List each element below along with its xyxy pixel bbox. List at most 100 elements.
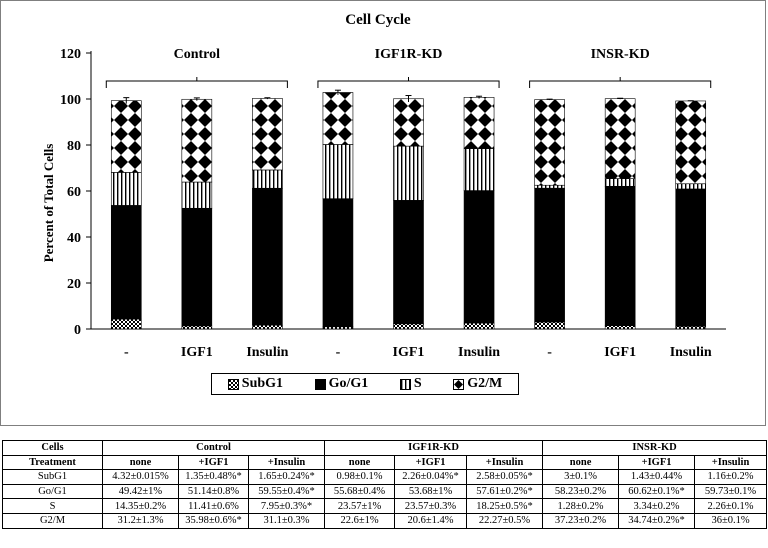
bar-segment-s — [393, 145, 424, 201]
legend-label-gog1: Go/G1 — [328, 376, 369, 391]
chart-title: Cell Cycle — [345, 12, 411, 28]
bar-segment-subg1 — [110, 318, 142, 330]
x-tick-label: IGF1 — [393, 345, 425, 360]
table-cell: +Insulin — [466, 454, 544, 471]
s-swatch-icon — [399, 378, 411, 390]
y-tick-label: 40 — [67, 231, 81, 246]
bar-segment-g2m — [463, 97, 495, 149]
table-cell: 22.6±1% — [324, 512, 396, 529]
table-row: S 14.35±0.2% 11.41±0.6% 7.95±0.3%* 23.57±1% 2… — [2, 498, 768, 514]
table-cell: 31.1±0.3% — [247, 512, 326, 529]
table-cell: 1.28±0.2% — [542, 498, 620, 514]
table-cell: G2/M — [2, 512, 103, 529]
bar-segment-subg1 — [534, 321, 565, 330]
bar-segment-g2m — [110, 100, 142, 173]
subg1-swatch-icon — [227, 378, 239, 390]
table-cell: SubG1 — [2, 469, 103, 485]
group-bracket — [105, 80, 288, 88]
bar-segment-s — [252, 169, 283, 189]
table-cell: 51.14±0.8% — [178, 483, 249, 500]
bar-segment-g2m — [393, 98, 424, 147]
table-cell: +IGF1 — [618, 454, 696, 471]
chart-frame: Cell Cycle Percent of Total Cells 0 20 40 6… — [0, 0, 766, 426]
x-tick-label: - — [547, 345, 552, 360]
gog1-swatch-icon — [314, 378, 326, 390]
x-tick-label: - — [124, 345, 129, 360]
bar-segment-s — [463, 148, 495, 191]
g2m-swatch-icon — [453, 378, 465, 390]
table-cell: 35.98±0.6%* — [178, 512, 249, 529]
bar-segment-subg1 — [393, 323, 424, 330]
legend-label-subg1: SubG1 — [241, 376, 284, 391]
bar-segment-subg1 — [604, 325, 636, 330]
table-cell: 58.23±0.2% — [542, 483, 620, 500]
x-tick-label: - — [336, 345, 341, 360]
table-cell: 60.62±0.1%* — [618, 483, 696, 500]
legend-item-g2m: G2/M — [453, 376, 502, 392]
y-tick-label: 120 — [60, 47, 81, 62]
table-header-row: Cells Control IGF1R-KD INSR-KD — [2, 440, 768, 456]
bar-segment-gog1 — [322, 198, 354, 328]
table-cell: +IGF1 — [394, 454, 468, 471]
bar-segment-gog1 — [534, 187, 565, 323]
table-row: SubG1 4.32±0.015% 1.35±0.48%* 1.65±0.24%* 0.… — [2, 469, 768, 485]
group-bracket — [529, 80, 712, 88]
group-bracket — [317, 80, 500, 88]
group-label: Control — [174, 47, 221, 62]
bar-segment-subg1 — [181, 325, 213, 330]
data-table: Cells Control IGF1R-KD INSR-KD Treatment none… — [2, 440, 768, 529]
table-cell: 0.98±0.1% — [324, 469, 396, 485]
x-tick-label: Insulin — [670, 345, 712, 360]
bar-segment-g2m — [675, 100, 707, 185]
table-cell: 57.61±0.2%* — [466, 483, 544, 500]
bar-segment-gog1 — [604, 185, 636, 327]
table-cell: 1.43±0.44% — [618, 469, 696, 485]
bar-segment-gog1 — [181, 207, 213, 327]
bar-segment-s — [181, 181, 213, 209]
table-cell: 53.68±1% — [394, 483, 468, 500]
y-tick-label: 0 — [74, 323, 81, 338]
table-cell: 55.68±0.4% — [324, 483, 396, 500]
bar-segment-s — [675, 183, 707, 190]
bar-segment-subg1 — [675, 326, 707, 330]
bar-segment-g2m — [181, 98, 213, 183]
legend-label-s: S — [413, 376, 422, 391]
table-cell: 2.58±0.05%* — [466, 469, 544, 485]
bar-segment-subg1 — [322, 326, 354, 330]
table-cell: 37.23±0.2% — [542, 512, 620, 529]
y-tick-label: 100 — [60, 93, 81, 108]
table-cell: 49.42±1% — [102, 483, 179, 500]
table-cell: IGF1R-KD — [324, 440, 544, 456]
legend: SubG1 Go/G1 S G2/M — [211, 373, 519, 395]
table-row: Go/G1 49.42±1% 51.14±0.8% 59.55±0.4%* 55.68±… — [2, 483, 768, 500]
table-cell: Treatment — [2, 454, 103, 471]
table-cell: +Insulin — [247, 454, 326, 471]
x-tick-label: Insulin — [458, 345, 500, 360]
table-cell: 22.27±0.5% — [466, 512, 544, 529]
table-cell: 36±0.1% — [694, 512, 768, 529]
y-axis-label: Percent of Total Cells — [41, 144, 56, 263]
bar-segment-gog1 — [110, 205, 142, 320]
table-cell: 1.65±0.24%* — [247, 469, 326, 485]
table-cell: INSR-KD — [542, 440, 768, 456]
y-tick-label: 60 — [67, 185, 81, 200]
table-cell: 7.95±0.3%* — [247, 498, 326, 514]
legend-item-subg1: SubG1 — [227, 376, 284, 392]
table-cell: 59.73±0.1% — [694, 483, 768, 500]
table-cell: 23.57±1% — [324, 498, 396, 514]
bar-segment-subg1 — [252, 324, 283, 330]
table-row: G2/M 31.2±1.3% 35.98±0.6%* 31.1±0.3% 22.6±1%… — [2, 512, 768, 529]
y-tick-label: 80 — [67, 139, 81, 154]
table-cell: +Insulin — [694, 454, 768, 471]
bar-segment-gog1 — [463, 190, 495, 324]
table-cell: 2.26±0.04%* — [394, 469, 468, 485]
table-cell: Control — [101, 440, 326, 456]
y-tick-label: 20 — [67, 277, 81, 292]
bar-segment-s — [604, 178, 636, 187]
bar-segment-g2m — [604, 98, 636, 179]
table-cell: 4.32±0.015% — [102, 469, 179, 485]
bar-segment-s — [534, 184, 565, 189]
table-cell: 1.16±0.2% — [694, 469, 768, 485]
legend-label-g2m: G2/M — [467, 376, 503, 391]
group-label: INSR-KD — [591, 47, 650, 62]
